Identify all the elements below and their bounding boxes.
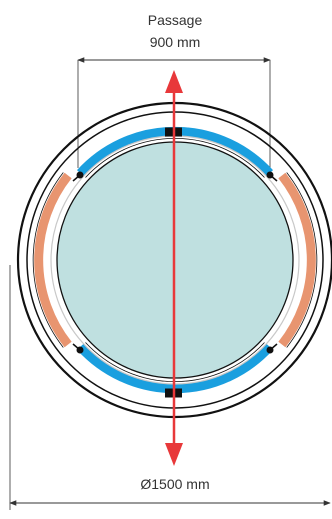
diameter-value: Ø1500 mm xyxy=(140,476,209,492)
roller-top-right xyxy=(266,171,278,182)
roller-bottom-right xyxy=(266,343,278,354)
roller-top-left xyxy=(72,171,84,182)
passage-value: 900 mm xyxy=(150,34,201,50)
fixed-segment-left-edge xyxy=(32,172,64,348)
fixed-segment-left xyxy=(34,172,72,348)
roller-bottom-left xyxy=(72,343,84,354)
passage-direction-arrow xyxy=(165,70,183,466)
passage-label: Passage xyxy=(148,12,203,28)
fixed-segment-right xyxy=(278,172,316,348)
fixed-segment-right-edge xyxy=(286,172,318,348)
